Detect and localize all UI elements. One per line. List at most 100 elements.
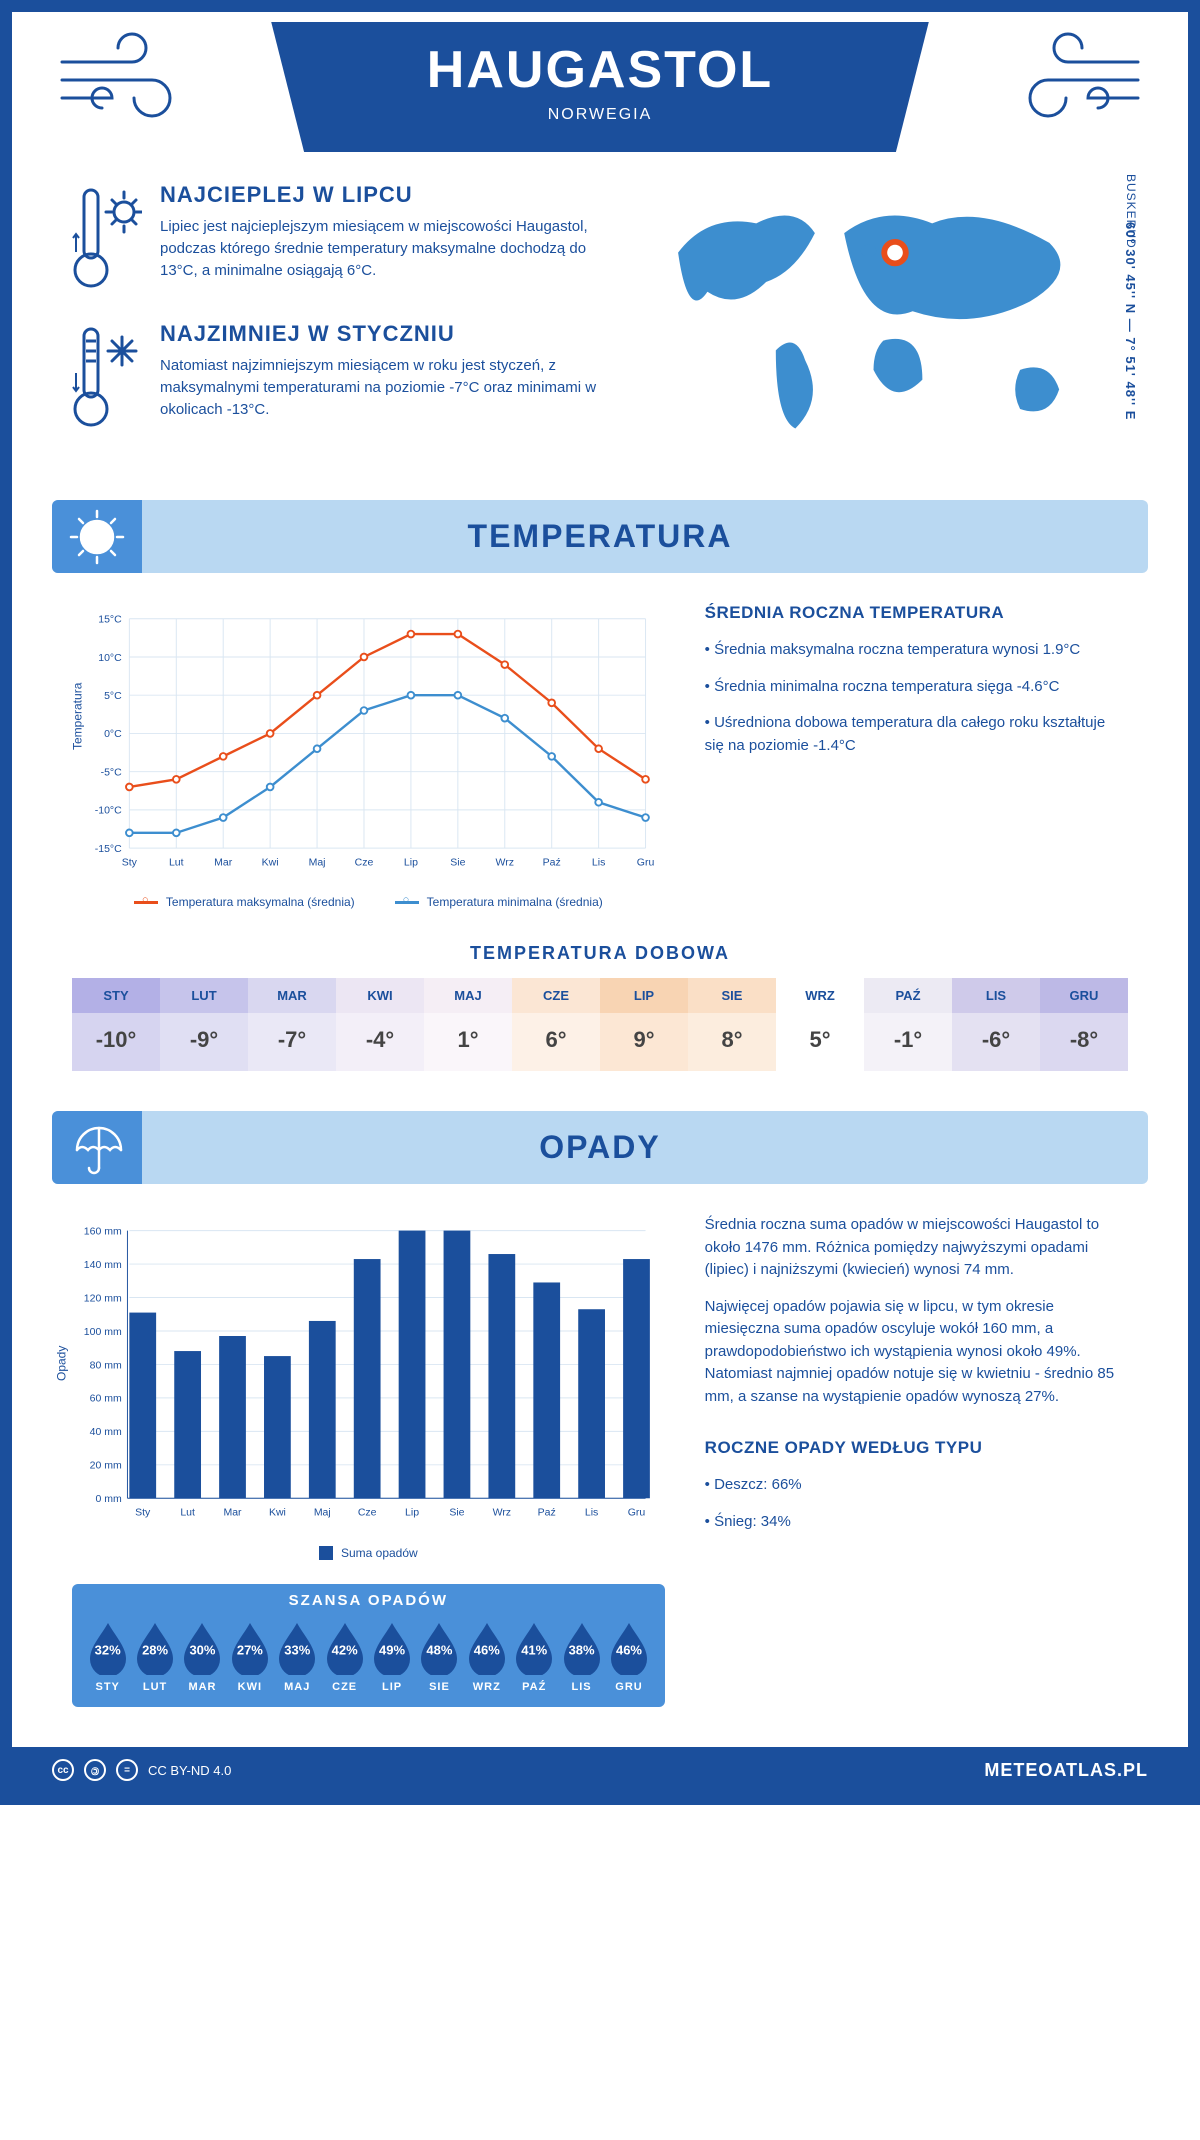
wind-deco-left: [52, 22, 192, 122]
thermometer-snow-icon: [72, 321, 142, 436]
daily-cell: LUT-9°: [160, 978, 248, 1071]
chance-drop: 33%MAJ: [274, 1619, 321, 1693]
wind-deco-right: [1008, 22, 1148, 122]
svg-text:120 mm: 120 mm: [84, 1292, 122, 1304]
svg-text:Kwi: Kwi: [262, 856, 279, 868]
svg-text:Mar: Mar: [214, 856, 233, 868]
svg-text:Paź: Paź: [543, 856, 561, 868]
precip-chance-panel: SZANSA OPADÓW 32%STY28%LUT30%MAR27%KWI33…: [72, 1584, 665, 1707]
chance-drop: 27%KWI: [226, 1619, 273, 1693]
daily-cell: STY-10°: [72, 978, 160, 1071]
precip-content: Opady 0 mm20 mm40 mm60 mm80 mm100 mm120 …: [12, 1184, 1188, 1717]
license-text: CC BY-ND 4.0: [148, 1763, 231, 1778]
svg-text:Lut: Lut: [169, 856, 184, 868]
svg-text:60 mm: 60 mm: [90, 1393, 122, 1405]
temperature-chart: Temperatura -15°C-10°C-5°C0°C5°C10°C15°C…: [72, 603, 665, 909]
temp-legend: Temperatura maksymalna (średnia) Tempera…: [72, 895, 665, 909]
precip-snow: Śnieg: 34%: [705, 1511, 1128, 1534]
svg-text:Maj: Maj: [309, 856, 326, 868]
chance-drop: 38%LIS: [558, 1619, 605, 1693]
temp-info-heading: ŚREDNIA ROCZNA TEMPERATURA: [705, 603, 1128, 623]
temperature-content: Temperatura -15°C-10°C-5°C0°C5°C10°C15°C…: [12, 573, 1188, 919]
world-map: BUSKERUD 60° 30' 45'' N — 7° 51' 48'' E: [639, 182, 1128, 460]
svg-text:0 mm: 0 mm: [95, 1493, 122, 1505]
svg-text:Lis: Lis: [585, 1506, 598, 1518]
svg-text:Sie: Sie: [449, 1506, 464, 1518]
header-row: HAUGASTOL NORWEGIA: [12, 12, 1188, 152]
daily-cell: CZE6°: [512, 978, 600, 1071]
daily-cell: PAŹ-1°: [864, 978, 952, 1071]
temperature-info: ŚREDNIA ROCZNA TEMPERATURA Średnia maksy…: [705, 603, 1128, 909]
svg-text:-5°C: -5°C: [101, 767, 123, 779]
daily-cell: KWI-4°: [336, 978, 424, 1071]
chance-heading: SZANSA OPADÓW: [84, 1592, 653, 1609]
temp-bullet-3: Uśredniona dobowa temperatura dla całego…: [705, 712, 1128, 757]
daily-temp-strip: STY-10°LUT-9°MAR-7°KWI-4°MAJ1°CZE6°LIP9°…: [72, 978, 1128, 1071]
daily-cell: GRU-8°: [1040, 978, 1128, 1071]
svg-text:80 mm: 80 mm: [90, 1359, 122, 1371]
temperature-title: TEMPERATURA: [468, 518, 733, 554]
temp-bullet-1: Średnia maksymalna roczna temperatura wy…: [705, 639, 1128, 662]
coordinates-label: 60° 30' 45'' N — 7° 51' 48'' E: [1123, 222, 1138, 420]
svg-text:Lip: Lip: [404, 856, 418, 868]
legend-min: Temperatura minimalna (średnia): [427, 895, 603, 909]
by-icon: 🄯: [84, 1759, 106, 1781]
svg-text:Gru: Gru: [637, 856, 655, 868]
daily-cell: SIE8°: [688, 978, 776, 1071]
license-block: cc 🄯 = CC BY-ND 4.0: [52, 1759, 231, 1781]
precip-chart-col: Opady 0 mm20 mm40 mm60 mm80 mm100 mm120 …: [72, 1214, 665, 1707]
summary-row: NAJCIEPLEJ W LIPCU Lipiec jest najcieple…: [12, 152, 1188, 480]
warmest-heading: NAJCIEPLEJ W LIPCU: [160, 182, 609, 208]
svg-text:Paź: Paź: [538, 1506, 556, 1518]
svg-text:Maj: Maj: [314, 1506, 331, 1518]
svg-text:15°C: 15°C: [98, 614, 122, 626]
coldest-text: Natomiast najzimniejszym miesiącem w rok…: [160, 355, 609, 420]
precip-p1: Średnia roczna suma opadów w miejscowośc…: [705, 1214, 1128, 1282]
svg-text:140 mm: 140 mm: [84, 1259, 122, 1271]
chance-drop: 32%STY: [84, 1619, 131, 1693]
page-subtitle: NORWEGIA: [271, 106, 929, 124]
daily-cell: MAJ1°: [424, 978, 512, 1071]
coldest-block: NAJZIMNIEJ W STYCZNIU Natomiast najzimni…: [72, 321, 609, 436]
svg-text:100 mm: 100 mm: [84, 1326, 122, 1338]
precip-p2: Najwięcej opadów pojawia się w lipcu, w …: [705, 1296, 1128, 1409]
svg-text:40 mm: 40 mm: [90, 1426, 122, 1438]
svg-text:Sty: Sty: [122, 856, 138, 868]
nd-icon: =: [116, 1759, 138, 1781]
chance-drop: 46%WRZ: [463, 1619, 510, 1693]
title-banner: HAUGASTOL NORWEGIA: [271, 22, 929, 152]
svg-text:5°C: 5°C: [104, 690, 122, 702]
warmest-block: NAJCIEPLEJ W LIPCU Lipiec jest najcieple…: [72, 182, 609, 297]
svg-text:10°C: 10°C: [98, 652, 122, 664]
site-name: METEOATLAS.PL: [984, 1760, 1148, 1781]
precip-legend: Suma opadów: [341, 1546, 418, 1560]
svg-text:Wrz: Wrz: [496, 856, 514, 868]
daily-cell: WRZ5°: [776, 978, 864, 1071]
svg-text:-10°C: -10°C: [95, 805, 122, 817]
section-header-precip: OPADY: [52, 1111, 1148, 1184]
sun-icon: [52, 500, 142, 573]
summary-column: NAJCIEPLEJ W LIPCU Lipiec jest najcieple…: [72, 182, 609, 460]
svg-text:-15°C: -15°C: [95, 843, 122, 855]
chance-drop: 42%CZE: [321, 1619, 368, 1693]
daily-cell: LIP9°: [600, 978, 688, 1071]
chance-drop: 49%LIP: [368, 1619, 415, 1693]
svg-text:Lip: Lip: [405, 1506, 419, 1518]
chance-drop: 46%GRU: [605, 1619, 652, 1693]
svg-text:Kwi: Kwi: [269, 1506, 286, 1518]
section-header-temperature: TEMPERATURA: [52, 500, 1148, 573]
svg-text:Cze: Cze: [355, 856, 374, 868]
legend-max: Temperatura maksymalna (średnia): [166, 895, 355, 909]
precip-info: Średnia roczna suma opadów w miejscowośc…: [705, 1214, 1128, 1707]
coldest-heading: NAJZIMNIEJ W STYCZNIU: [160, 321, 609, 347]
warmest-text: Lipiec jest najcieplejszym miesiącem w m…: [160, 216, 609, 281]
temp-y-label: Temperatura: [71, 683, 85, 750]
umbrella-icon: [52, 1111, 142, 1184]
chance-drop: 48%SIE: [416, 1619, 463, 1693]
temp-bullet-2: Średnia minimalna roczna temperatura się…: [705, 676, 1128, 699]
daily-cell: LIS-6°: [952, 978, 1040, 1071]
svg-text:Lis: Lis: [592, 856, 605, 868]
footer: cc 🄯 = CC BY-ND 4.0 METEOATLAS.PL: [12, 1747, 1188, 1793]
daily-temp-heading: TEMPERATURA DOBOWA: [12, 943, 1188, 964]
precip-y-label: Opady: [55, 1346, 69, 1381]
